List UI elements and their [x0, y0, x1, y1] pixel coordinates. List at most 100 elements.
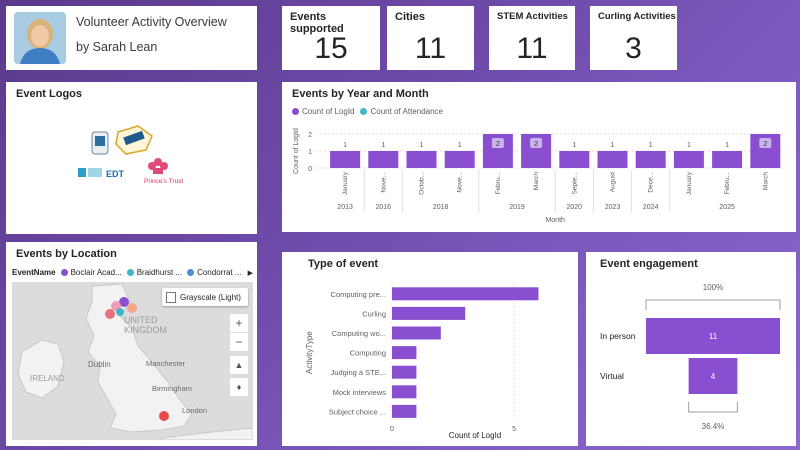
- x-tick-label: Nove...: [380, 172, 387, 193]
- card-title: Events by Year and Month: [292, 88, 429, 100]
- bottom-percentage: 36.4%: [702, 422, 725, 431]
- legend-dot: [360, 108, 368, 115]
- funnel-label: In person: [600, 331, 636, 341]
- top-bracket: [645, 299, 781, 310]
- legend-dot: [292, 108, 299, 115]
- year-label: 2020: [567, 204, 583, 211]
- logos-graphic: [78, 125, 168, 177]
- data-label: 2: [534, 141, 538, 148]
- year-label: 2019: [509, 204, 525, 211]
- map-label-manchester: Manchester: [146, 359, 186, 368]
- x-tick-label: 5: [512, 426, 516, 433]
- anniversary-logo: [115, 125, 153, 155]
- map-label-uk: UNITED KINGDOM: [124, 315, 168, 335]
- zoom-in-button[interactable]: +: [230, 314, 248, 332]
- kpi-curling-activities: Curling Activities 3: [590, 6, 677, 70]
- compass-icon[interactable]: ♦: [230, 378, 248, 396]
- bar[interactable]: [392, 365, 417, 379]
- x-tick-label: Febru...: [724, 172, 731, 195]
- x-tick-label: January: [686, 171, 693, 195]
- bar[interactable]: [392, 287, 539, 301]
- kpi-stem-activities: STEM Activities 11: [489, 6, 575, 70]
- category-label: Subject choice ...: [329, 407, 386, 416]
- kpi-label: STEM Activities: [497, 11, 568, 22]
- x-axis-label: Count of LogId: [449, 431, 501, 440]
- year-label: 2025: [719, 204, 735, 211]
- header-card: Volunteer Activity Overview by Sarah Lea…: [6, 6, 257, 70]
- legend-item: Count of Attendance: [370, 107, 443, 116]
- map-canvas[interactable]: UNITED KINGDOM IRELAND Dublin Manchester …: [12, 282, 253, 440]
- category-label: Mock interviews: [333, 388, 387, 397]
- map-label-birmingham: Birmingham: [152, 384, 193, 393]
- page-title: Volunteer Activity Overview: [76, 15, 227, 29]
- year-month-chart: Count of LogId 2 1 0 1 January 1 Nove... 1 Octob.…: [293, 128, 785, 224]
- x-tick-label: 0: [390, 426, 394, 433]
- prince-feathers-logo: [148, 158, 168, 174]
- legend-item: Boclair Acad...: [70, 268, 122, 277]
- bar[interactable]: [392, 306, 466, 320]
- x-tick-label: Nove...: [457, 172, 464, 193]
- kpi-cities: Cities 11: [387, 6, 474, 70]
- events-by-location-card: Events by Location EventName Boclair Aca…: [6, 242, 257, 446]
- legend-title: EventName: [12, 268, 56, 277]
- data-label: 1: [572, 142, 576, 149]
- data-label: 1: [687, 142, 691, 149]
- bar[interactable]: [444, 151, 475, 168]
- bar[interactable]: [406, 151, 437, 168]
- x-axis-label: Month: [545, 217, 565, 224]
- kpi-label: Events supported: [290, 11, 344, 35]
- data-label: 1: [381, 142, 385, 149]
- legend-next-arrow[interactable]: ▶: [247, 269, 253, 277]
- type-of-event-chart: ActivityType 0 5 Computing pre... Curling Com…: [305, 282, 539, 440]
- y-axis-label: Count of LogId: [293, 128, 300, 174]
- data-label-bg: [491, 138, 504, 148]
- map-legend: EventName Boclair Acad... Braidhurst ...…: [12, 268, 253, 277]
- data-label: 1: [458, 142, 462, 149]
- category-label: Computing pre...: [331, 290, 386, 299]
- data-label: 2: [496, 141, 500, 148]
- zoom-out-button[interactable]: −: [230, 333, 248, 351]
- category-label: Computing wo...: [332, 329, 386, 338]
- event-engagement-card: Event engagement 100% 11 In person 4 Virtual…: [586, 252, 796, 446]
- bar[interactable]: [559, 151, 590, 168]
- x-tick-label: Febru...: [495, 172, 502, 195]
- data-label: 1: [649, 142, 653, 149]
- x-tick-label: January: [342, 171, 349, 195]
- data-label: 1: [420, 142, 424, 149]
- curling-logo: [91, 131, 109, 155]
- bar[interactable]: [597, 151, 628, 168]
- x-tick-label: March: [533, 172, 540, 190]
- bar[interactable]: [635, 151, 666, 168]
- bar[interactable]: [368, 151, 399, 168]
- top-percentage: 100%: [703, 283, 723, 292]
- tilt-icon[interactable]: ▲: [230, 356, 248, 374]
- bar[interactable]: [392, 326, 441, 340]
- map-style-button[interactable]: Grayscale (Light): [162, 288, 248, 306]
- bar[interactable]: [673, 151, 704, 168]
- bar[interactable]: [712, 151, 743, 168]
- bar[interactable]: [392, 346, 417, 360]
- map-label-dublin: Dublin: [88, 360, 111, 369]
- data-label-bg: [759, 138, 772, 148]
- kpi-value: 15: [314, 32, 348, 65]
- engagement-funnel: 100% 11 In person 4 Virtual 36.4%: [600, 283, 781, 431]
- bar[interactable]: [330, 151, 361, 168]
- chart-legend: Count of LogId Count of Attendance: [292, 107, 443, 116]
- year-label: 2013: [337, 204, 353, 211]
- kpi-value: 11: [414, 32, 447, 65]
- bottom-bracket: [688, 402, 738, 413]
- kpi-label: Cities: [395, 11, 425, 23]
- x-tick-label: Septe...: [571, 172, 578, 195]
- event-logos-card: Event Logos EDT Prince's Trust: [6, 82, 257, 234]
- category-label: Judging a STE...: [331, 368, 386, 377]
- funnel-bar[interactable]: [646, 318, 780, 354]
- bar[interactable]: [392, 385, 417, 399]
- funnel-bar[interactable]: [688, 358, 738, 394]
- kpi-value: 3: [625, 32, 642, 65]
- y-tick-label: 2: [308, 132, 312, 139]
- x-tick-label: Dece...: [648, 172, 655, 193]
- funnel-value: 4: [711, 372, 716, 381]
- year-label: 2024: [643, 204, 659, 211]
- bar[interactable]: [392, 404, 417, 418]
- map-label-ireland: IRELAND: [30, 374, 65, 383]
